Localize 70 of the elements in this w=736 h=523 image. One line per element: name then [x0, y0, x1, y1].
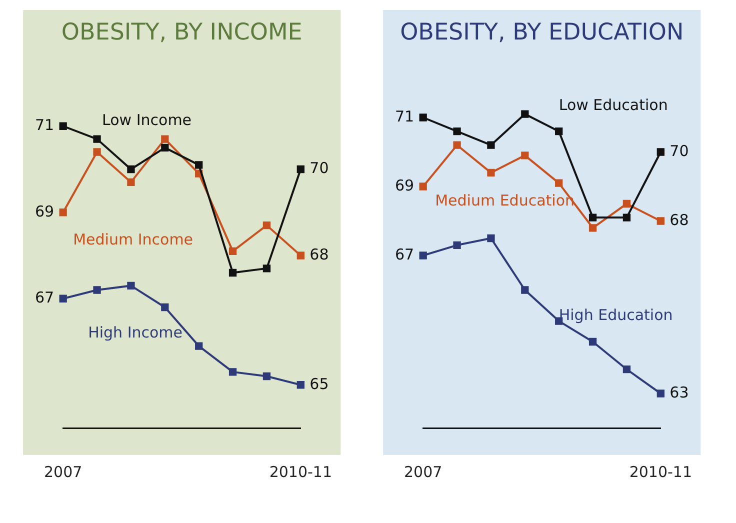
- point: [59, 294, 67, 302]
- data-label: 68: [310, 245, 329, 264]
- point: [521, 286, 529, 294]
- data-label: 67: [394, 245, 414, 264]
- point: [127, 165, 135, 174]
- point: [656, 217, 664, 225]
- chart-title: OBESITY, BY EDUCATION: [400, 19, 684, 46]
- point: [296, 165, 304, 174]
- point: [622, 366, 631, 374]
- point: [161, 144, 169, 152]
- point: [93, 148, 101, 156]
- point: [656, 390, 664, 398]
- point: [262, 372, 271, 380]
- data-label: 69: [394, 176, 414, 194]
- data-label: 70: [670, 142, 689, 160]
- data-label: 68: [670, 210, 689, 229]
- data-label: 67: [34, 288, 54, 307]
- point: [262, 221, 271, 230]
- point: [296, 381, 304, 389]
- point: [59, 122, 67, 130]
- data-label: 71: [394, 107, 414, 126]
- point: [453, 141, 461, 149]
- point: [59, 208, 67, 216]
- series-label: Low Education: [558, 96, 668, 114]
- point: [555, 179, 563, 187]
- point: [195, 161, 203, 169]
- data-label: 70: [310, 159, 329, 178]
- point: [521, 110, 529, 118]
- point: [656, 148, 664, 156]
- x-tick-label: 2007: [404, 462, 442, 481]
- point: [419, 182, 427, 190]
- point: [622, 214, 631, 222]
- point: [127, 282, 135, 290]
- x-tick-label: 2010-11: [269, 462, 332, 481]
- series-label: Medium Income: [73, 230, 194, 248]
- point: [487, 234, 495, 242]
- point: [521, 152, 529, 160]
- point: [127, 178, 135, 186]
- point: [487, 141, 495, 149]
- point: [419, 252, 427, 260]
- data-label: 63: [670, 383, 689, 402]
- series-label: Medium Education: [435, 191, 575, 210]
- point: [419, 114, 427, 122]
- data-label: 69: [34, 202, 54, 220]
- series-label: High Education: [558, 306, 673, 324]
- point: [262, 264, 271, 272]
- point: [453, 127, 461, 136]
- point: [588, 214, 597, 222]
- point: [487, 168, 495, 177]
- data-label: 71: [34, 116, 54, 134]
- data-label: 65: [310, 374, 329, 393]
- point: [195, 342, 203, 350]
- point: [93, 286, 101, 294]
- point: [296, 252, 304, 260]
- point: [228, 368, 237, 376]
- x-tick-label: 2010-11: [629, 462, 692, 481]
- chart-title: OBESITY, BY INCOME: [61, 19, 302, 46]
- x-tick-label: 2007: [44, 462, 82, 481]
- point: [555, 127, 563, 136]
- point: [161, 303, 169, 312]
- point: [228, 268, 237, 277]
- series-label: Low Income: [102, 110, 192, 129]
- point: [228, 247, 237, 256]
- series-label: High Income: [88, 324, 183, 342]
- point: [622, 200, 631, 208]
- point: [453, 241, 461, 249]
- point: [588, 224, 597, 232]
- point: [93, 135, 101, 143]
- point: [161, 135, 169, 143]
- point: [588, 338, 597, 346]
